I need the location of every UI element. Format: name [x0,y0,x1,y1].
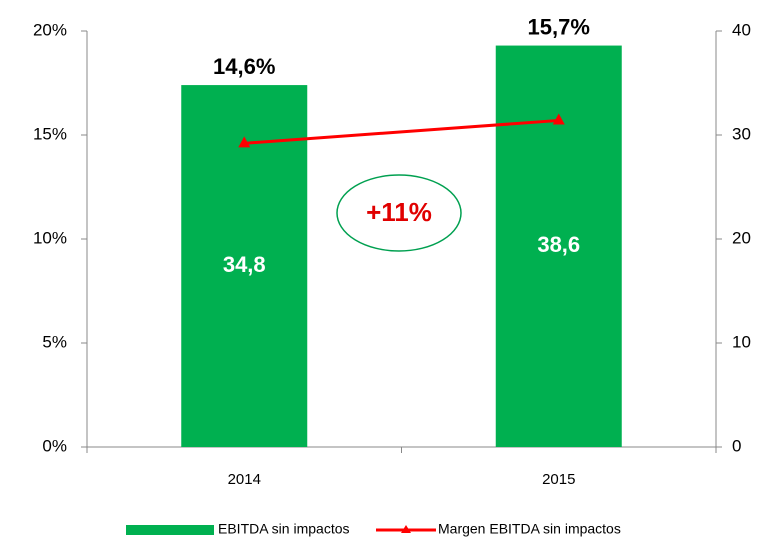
y-tick-label: 15% [33,124,67,143]
y-tick-label: 20% [33,20,67,39]
line-value-label: 14,6% [213,54,275,79]
y-tick-label: 5% [42,332,67,351]
plot: 0% 5% 10% 15% 20% 0 10 20 30 40 2014 2015 34,8 38,6 14… [33,14,751,536]
legend-label: EBITDA sin impactos [218,521,350,537]
y2-tick-label: 20 [732,228,751,247]
legend-label: Margen EBITDA sin impactos [438,521,621,537]
y2-tick-label: 0 [732,436,741,455]
legend-marker [401,525,411,533]
bar [495,45,622,448]
line-marker [552,113,565,125]
x-tick-label: 2014 [228,471,261,488]
line [244,118,559,145]
y2-tick-label: 10 [732,332,751,351]
line-value-label: 15,7% [528,14,590,39]
y2-tick-label: 30 [732,124,751,143]
x-tick-label: 2015 [542,471,575,488]
y-tick-label: 0% [42,436,67,455]
bar-value-label: 34,8 [223,252,266,277]
annotation-ellipse [336,174,462,252]
legend-swatch [126,525,214,535]
y2-tick-label: 40 [732,20,751,39]
annotation: +11% [366,197,432,227]
line-marker [238,136,251,148]
bar-value-label: 38,6 [537,232,580,257]
y-tick-label: 10% [33,228,67,247]
